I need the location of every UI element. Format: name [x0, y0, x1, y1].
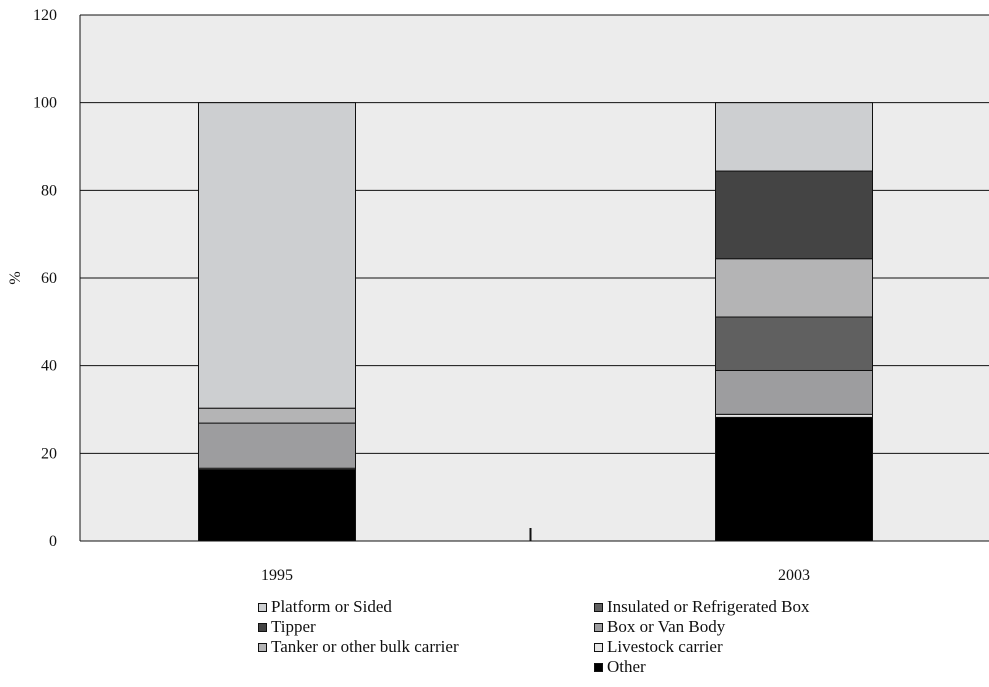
legend: Platform or Sided Tipper Tanker or other b…	[0, 597, 989, 687]
legend-label: Platform or Sided	[271, 597, 392, 616]
bar-2003-box-or-van-body	[715, 369, 873, 415]
legend-swatch	[594, 642, 603, 652]
axes	[79, 15, 989, 542]
bar-1995-box-or-van-body	[198, 422, 356, 469]
legend-item-tipper: Tipper	[258, 617, 459, 637]
bar-2003-tanker-or-other-bulk-carrier	[715, 258, 873, 318]
legend-label: Livestock carrier	[607, 637, 723, 656]
bars	[198, 102, 873, 542]
legend-swatch	[258, 642, 267, 652]
y-tick-labels: 0 20 40 60 80 100 120	[33, 7, 57, 550]
y-tick-label-40: 40	[41, 358, 57, 375]
y-tick-label-100: 100	[33, 95, 57, 112]
legend-swatch	[258, 602, 267, 612]
legend-item-platform-or-sided: Platform or Sided	[258, 597, 459, 617]
legend-label: Insulated or Refrigerated Box	[607, 597, 810, 616]
legend-column-left: Platform or Sided Tipper Tanker or other b…	[258, 597, 459, 657]
y-tick-label-80: 80	[41, 182, 57, 199]
bar-2003-platform-or-sided	[715, 102, 873, 172]
legend-column-right: Insulated or Refrigerated Box Box or Van …	[594, 597, 810, 677]
legend-item-box-or-van-body: Box or Van Body	[594, 617, 810, 637]
y-tick-label-120: 120	[33, 7, 57, 24]
legend-swatch	[258, 622, 267, 632]
bar-2003-other	[715, 416, 873, 542]
y-tick-label-0: 0	[49, 533, 57, 550]
legend-label: Tipper	[271, 617, 316, 636]
legend-swatch	[594, 662, 603, 672]
x-tick-label-2003: 2003	[778, 567, 810, 584]
bar-1995-platform-or-sided	[198, 102, 356, 409]
legend-item-tanker-or-other-bulk-carrier: Tanker or other bulk carrier	[258, 637, 459, 657]
legend-swatch	[594, 622, 603, 632]
legend-swatch	[594, 602, 603, 612]
y-tick-label-20: 20	[41, 445, 57, 462]
bar-2003-tipper	[715, 170, 873, 260]
stacked-bar-chart: 0 20 40 60 80 100 120 1995 2003 %	[7, 7, 989, 584]
legend-label: Tanker or other bulk carrier	[271, 637, 459, 656]
bar-1995-other	[198, 469, 356, 542]
legend-label: Box or Van Body	[607, 617, 726, 636]
bar-1995-tanker-or-other-bulk-carrier	[198, 407, 356, 424]
x-tick-labels: 1995 2003	[261, 567, 810, 584]
bar-2003-insulated-or-refrigerated-box	[715, 316, 873, 371]
legend-item-other: Other	[594, 657, 810, 677]
legend-item-insulated-or-refrigerated-box: Insulated or Refrigerated Box	[594, 597, 810, 617]
x-tick-label-1995: 1995	[261, 567, 293, 584]
legend-item-livestock-carrier: Livestock carrier	[594, 637, 810, 657]
legend-label: Other	[607, 657, 646, 676]
y-tick-label-60: 60	[41, 270, 57, 287]
y-axis-label: %	[7, 271, 24, 284]
